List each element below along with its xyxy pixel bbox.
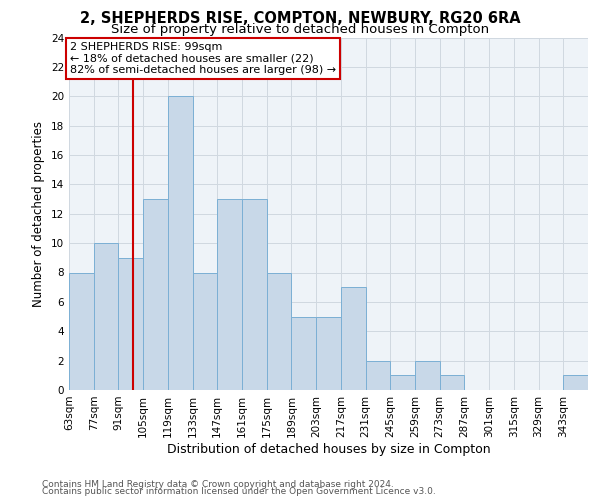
Bar (118, 258, 143, 390)
Bar (168, 96, 193, 390)
Text: Contains HM Land Registry data © Crown copyright and database right 2024.: Contains HM Land Registry data © Crown c… (42, 480, 394, 489)
Bar (390, 376, 415, 390)
Text: Contains public sector information licensed under the Open Government Licence v3: Contains public sector information licen… (42, 487, 436, 496)
Bar (242, 199, 267, 390)
Y-axis label: Number of detached properties: Number of detached properties (32, 120, 46, 306)
Bar (415, 360, 440, 390)
Bar (267, 272, 292, 390)
Bar (341, 287, 365, 390)
Bar (563, 376, 588, 390)
Bar (143, 199, 168, 390)
Text: 2, SHEPHERDS RISE, COMPTON, NEWBURY, RG20 6RA: 2, SHEPHERDS RISE, COMPTON, NEWBURY, RG2… (80, 11, 520, 26)
Bar (217, 199, 242, 390)
Bar (193, 272, 217, 390)
Bar (69, 272, 94, 390)
Bar (94, 243, 118, 390)
X-axis label: Distribution of detached houses by size in Compton: Distribution of detached houses by size … (167, 442, 490, 456)
Text: 2 SHEPHERDS RISE: 99sqm
← 18% of detached houses are smaller (22)
82% of semi-de: 2 SHEPHERDS RISE: 99sqm ← 18% of detache… (70, 42, 336, 75)
Bar (365, 360, 390, 390)
Bar (316, 316, 341, 390)
Bar (292, 316, 316, 390)
Bar (440, 376, 464, 390)
Text: Size of property relative to detached houses in Compton: Size of property relative to detached ho… (111, 22, 489, 36)
